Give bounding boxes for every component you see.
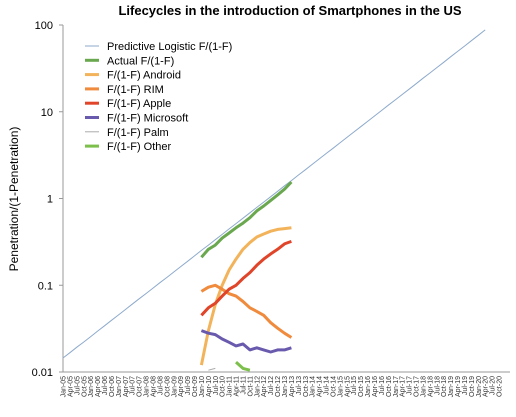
x-tick-label: Apr-06 xyxy=(95,376,102,397)
x-tick-label: Apr-09 xyxy=(178,376,185,397)
x-tick-label: Jul-18 xyxy=(434,376,441,395)
legend-label: F/(1-F) RIM xyxy=(107,84,164,96)
x-tick-label: Jul-09 xyxy=(185,376,192,395)
x-tick-label: Jul-10 xyxy=(213,376,220,395)
x-tick-label: Apr-16 xyxy=(372,376,379,397)
series-line xyxy=(234,360,251,372)
x-tick-label: Apr-11 xyxy=(234,376,241,397)
x-tick-label: Jul-06 xyxy=(102,376,109,395)
x-tick-label: Jan-07 xyxy=(116,376,123,398)
x-tick-label: Oct-19 xyxy=(469,376,476,397)
x-tick-label: Oct-20 xyxy=(497,376,504,397)
series-line xyxy=(200,329,292,354)
x-tick-label: Jan-13 xyxy=(282,376,289,398)
legend-label: F/(1-F) Palm xyxy=(107,127,169,139)
x-tick-label: Jan-18 xyxy=(420,376,427,398)
x-tick-label: Apr-12 xyxy=(261,376,268,397)
x-tick-label: Oct-13 xyxy=(303,376,310,397)
x-tick-label: Apr-20 xyxy=(483,376,490,397)
x-tick-label: Apr-08 xyxy=(150,376,157,397)
x-tick-label: Jan-17 xyxy=(393,376,400,398)
y-tick-label: 1 xyxy=(47,194,53,206)
x-tick-label: Jan-16 xyxy=(365,376,372,398)
x-tick-label: Jan-12 xyxy=(254,376,261,398)
series-line xyxy=(200,180,293,259)
x-tick-label: Jan-15 xyxy=(337,376,344,398)
x-tick-label: Apr-10 xyxy=(206,376,213,397)
chart-title: Lifecycles in the introduction of Smartp… xyxy=(118,3,461,18)
series-line xyxy=(200,239,292,317)
x-tick-label: Apr-15 xyxy=(344,376,351,397)
x-tick-label: Jan-14 xyxy=(310,376,317,398)
x-tick-label: Oct-08 xyxy=(164,376,171,397)
x-tick-label: Oct-09 xyxy=(192,376,199,397)
x-tick-label: Apr-13 xyxy=(289,376,296,397)
x-tick-label: Apr-18 xyxy=(427,376,434,397)
series-line xyxy=(208,367,216,371)
x-tick-label: Jul-15 xyxy=(351,376,358,395)
x-tick-label: Jan-10 xyxy=(199,376,206,398)
legend-label: Predictive Logistic F/(1-F) xyxy=(107,41,232,53)
y-axis-label: Penetration/(1-Penetration) xyxy=(7,127,21,272)
x-tick-label: Oct-06 xyxy=(109,376,116,397)
x-tick-label: Apr-19 xyxy=(455,376,462,397)
x-tick-label: Oct-11 xyxy=(247,376,254,397)
y-tick-label: 0.01 xyxy=(32,367,53,379)
y-tick-label: 100 xyxy=(35,20,53,32)
x-tick-label: Jan-09 xyxy=(171,376,178,398)
series-line xyxy=(62,29,486,359)
x-tick-label: Jan-20 xyxy=(476,376,483,398)
x-tick-label: Jul-16 xyxy=(379,376,386,395)
x-tick-label: Oct-18 xyxy=(441,376,448,397)
series-line xyxy=(200,283,293,339)
x-tick-label: Oct-16 xyxy=(386,376,393,397)
legend-label: F/(1-F) Android xyxy=(107,70,181,82)
x-tick-label: Oct-05 xyxy=(81,376,88,397)
x-tick-label: Oct-10 xyxy=(220,376,227,397)
x-tick-label: Jul-20 xyxy=(490,376,497,395)
legend-label: Actual F/(1-F) xyxy=(107,55,174,67)
x-tick-label: Jan-19 xyxy=(448,376,455,398)
legend-label: F/(1-F) Microsoft xyxy=(107,113,188,125)
x-tick-label: Apr-17 xyxy=(400,376,407,397)
x-tick-label: Jul-14 xyxy=(324,376,331,395)
x-tick-label: Jan-06 xyxy=(88,376,95,398)
x-tick-label: Jul-12 xyxy=(268,376,275,395)
x-tick-label: Apr-14 xyxy=(317,376,324,397)
y-tick-label: 10 xyxy=(41,107,53,119)
x-tick-label: Jul-05 xyxy=(74,376,81,395)
legend-label: F/(1-F) Apple xyxy=(107,98,171,110)
x-tick-label: Jan-08 xyxy=(144,376,151,398)
x-tick-label: Jan-11 xyxy=(227,376,234,397)
x-tick-label: Jul-13 xyxy=(296,376,303,395)
x-tick-label: Jul-11 xyxy=(240,376,247,395)
x-tick-label: Jul-08 xyxy=(157,376,164,395)
x-tick-label: Oct-14 xyxy=(330,376,337,397)
x-tick-label: Apr-07 xyxy=(123,376,130,397)
x-tick-label: Jul-07 xyxy=(130,376,137,395)
x-tick-label: Jul-17 xyxy=(407,376,414,395)
y-tick-label: 0.1 xyxy=(38,280,53,292)
x-tick-label: Oct-12 xyxy=(275,376,282,397)
legend-label: F/(1-F) Other xyxy=(107,141,172,153)
x-tick-label: Jul-19 xyxy=(462,376,469,395)
x-tick-label: Jan-05 xyxy=(61,376,68,398)
x-tick-label: Oct-15 xyxy=(358,376,365,397)
x-tick-label: Apr-05 xyxy=(67,376,74,397)
x-tick-label: Oct-07 xyxy=(137,376,144,397)
x-tick-label: Oct-17 xyxy=(414,376,421,397)
